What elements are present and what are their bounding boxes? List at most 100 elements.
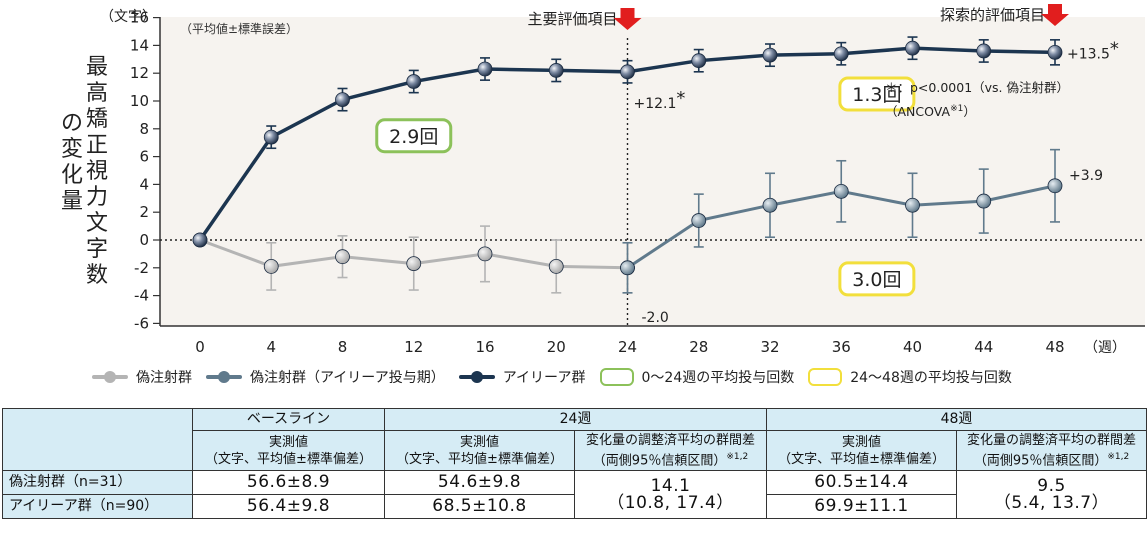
dose-box: 1.3回: [838, 76, 916, 112]
x-tick-label: 48: [1045, 338, 1064, 356]
data-point: [263, 259, 279, 274]
data-point: [548, 63, 564, 78]
data-point: [905, 197, 920, 213]
data-point: [548, 259, 564, 274]
eylea-week24: 68.5±10.8: [384, 494, 575, 519]
y-tick-label: -2: [134, 259, 149, 277]
diff-week24: 14.1 （10.8, 17.4）: [573, 470, 768, 519]
data-point: [1047, 44, 1063, 60]
data-point: [905, 40, 920, 56]
x-tick-label: 20: [547, 338, 566, 356]
legend-item-1: 偽注射群（アイリーア投与期）: [206, 367, 445, 387]
x-tick-label: 4: [266, 338, 276, 356]
header-week24: 24週: [383, 408, 768, 431]
legend-item-2: アイリーア群: [458, 367, 586, 387]
x-tick-label: 0: [195, 338, 205, 356]
data-point: [335, 92, 350, 108]
series-1: [620, 148, 1063, 294]
x-tick-label: 44: [974, 338, 993, 356]
data-point: [406, 74, 422, 89]
data-point: [192, 232, 208, 248]
marker-label: 探索的評価項目: [940, 6, 1045, 24]
data-point: [976, 193, 992, 209]
sham-baseline: 56.6±8.9: [192, 470, 385, 495]
dose-box: 3.0回: [838, 261, 916, 297]
legend-box-swatch: [808, 368, 843, 386]
sham-week48: 60.5±14.4: [766, 470, 958, 495]
data-point: [477, 61, 493, 77]
svg-text:1.3回: 1.3回: [852, 84, 901, 106]
legend-item-4: 24～48週の平均投与回数: [808, 367, 1012, 387]
row-label-sham: 偽注射群（n=31）: [2, 470, 193, 495]
legend-label: 偽注射群: [136, 370, 192, 386]
point-label: +3.9: [1069, 168, 1103, 184]
subheader-baseline-measured: 実測値 （文字、平均値±標準偏差）: [192, 430, 385, 471]
y-tick-label: 2: [139, 203, 149, 221]
legend-label: 0～24週の平均投与回数: [641, 370, 795, 386]
y-axis-title: 最高矯正視力文字数の変化量: [61, 55, 108, 288]
y-tick-label: -6: [134, 314, 149, 332]
header-baseline: ベースライン: [192, 408, 385, 431]
svg-text:2.9回: 2.9回: [389, 126, 438, 148]
y-tick-label: 8: [139, 120, 149, 138]
x-tick-label: 24: [618, 338, 637, 356]
subheader-w24-diff: 変化量の調整済平均の群間差 （両側95％信頼区間）※1,2: [573, 430, 768, 471]
x-tick-label: 16: [475, 338, 494, 356]
y-tick-label: 12: [130, 64, 149, 82]
legend-line-swatch: [92, 371, 128, 383]
dose-box: 2.9回: [375, 118, 453, 154]
error-note: （平均値±標準誤差）: [180, 21, 298, 36]
data-point: [406, 256, 422, 272]
point-label: -2.0: [642, 310, 669, 326]
significance-note: ＊：p<0.0001（vs. 偽注射群）: [885, 80, 1069, 95]
series-2: [192, 36, 1063, 248]
data-point: [691, 53, 707, 69]
legend-label: 24～48週の平均投与回数: [850, 370, 1012, 386]
svg-text:3.0回: 3.0回: [852, 269, 901, 291]
x-tick-label: 36: [832, 338, 851, 356]
data-point: [762, 47, 778, 63]
x-tick-label: 40: [903, 338, 922, 356]
legend-label: アイリーア群: [502, 370, 586, 386]
legend-label: 偽注射群（アイリーア投与期）: [250, 370, 445, 386]
marker-arrow-icon: [613, 8, 642, 30]
subheader-w48-diff: 変化量の調整済平均の群間差 （両側95％信頼区間）※1,2: [956, 430, 1148, 471]
data-point: [263, 129, 279, 145]
legend-item-3: 0～24週の平均投与回数: [599, 367, 795, 387]
diff-week48: 9.5 （5.4, 13.7）: [956, 470, 1148, 519]
sham-week24: 54.6±9.8: [384, 470, 575, 495]
x-tick-label: 32: [760, 338, 779, 356]
header-week48: 48週: [766, 408, 1148, 431]
y-tick-label: 6: [139, 148, 149, 166]
data-point: [620, 64, 635, 80]
data-point: [477, 246, 493, 262]
y-tick-label: -4: [134, 287, 149, 305]
legend: 偽注射群 偽注射群（アイリーア投与期） アイリーア群 0～24週の平均投与回数 24～4…: [92, 364, 1026, 390]
marker-arrow-icon: [1041, 4, 1069, 26]
data-point: [976, 43, 992, 59]
x-unit-label: （週）: [1084, 340, 1126, 356]
data-point: [833, 46, 849, 62]
data-point: [620, 260, 635, 276]
legend-box-swatch: [599, 368, 634, 386]
results-table: ベースライン 24週 48週 実測値 （文字、平均値±標準偏差） 実測値 （文字…: [2, 408, 1148, 519]
data-point: [335, 249, 350, 265]
legend-item-0: 偽注射群: [92, 367, 192, 387]
row-label-eylea: アイリーア群（n=90）: [2, 494, 193, 519]
legend-line-swatch: [458, 371, 495, 383]
y-tick-label: 16: [130, 9, 149, 27]
marker-label: 主要評価項目: [527, 10, 617, 28]
y-unit-label: （文字）: [100, 9, 156, 25]
subheader-w48-measured: 実測値 （文字、平均値±標準偏差）: [766, 430, 958, 471]
x-tick-label: 12: [404, 338, 423, 356]
data-point: [762, 197, 778, 213]
y-tick-label: 10: [130, 92, 149, 110]
y-tick-label: 4: [139, 175, 149, 193]
subheader-w24-measured: 実測値 （文字、平均値±標準偏差）: [384, 430, 575, 471]
data-point: [1047, 178, 1063, 194]
x-tick-label: 8: [338, 338, 348, 356]
y-tick-label: 14: [130, 36, 149, 54]
eylea-week48: 69.9±11.1: [766, 494, 958, 519]
plot-area: [160, 17, 1145, 326]
